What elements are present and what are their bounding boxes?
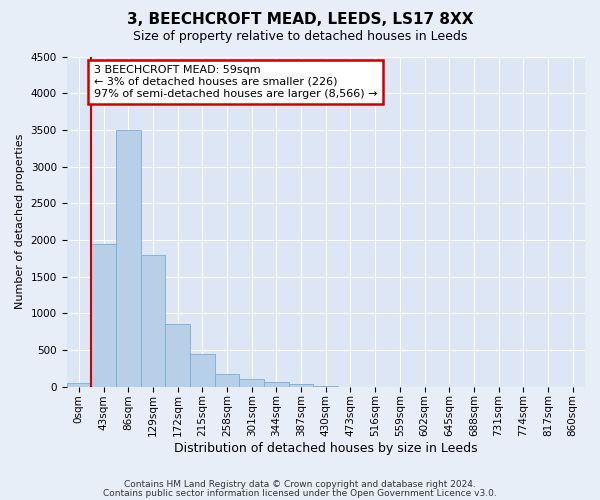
X-axis label: Distribution of detached houses by size in Leeds: Distribution of detached houses by size … — [174, 442, 478, 455]
Text: 3, BEECHCROFT MEAD, LEEDS, LS17 8XX: 3, BEECHCROFT MEAD, LEEDS, LS17 8XX — [127, 12, 473, 28]
Bar — [289, 384, 313, 386]
Text: 3 BEECHCROFT MEAD: 59sqm
← 3% of detached houses are smaller (226)
97% of semi-d: 3 BEECHCROFT MEAD: 59sqm ← 3% of detache… — [94, 66, 377, 98]
Text: Contains public sector information licensed under the Open Government Licence v3: Contains public sector information licen… — [103, 489, 497, 498]
Bar — [91, 244, 116, 386]
Bar — [264, 382, 289, 386]
Y-axis label: Number of detached properties: Number of detached properties — [15, 134, 25, 310]
Bar — [140, 254, 165, 386]
Bar — [116, 130, 140, 386]
Text: Size of property relative to detached houses in Leeds: Size of property relative to detached ho… — [133, 30, 467, 43]
Bar — [239, 380, 264, 386]
Bar — [215, 374, 239, 386]
Bar — [67, 383, 91, 386]
Bar — [165, 324, 190, 386]
Bar — [190, 354, 215, 386]
Text: Contains HM Land Registry data © Crown copyright and database right 2024.: Contains HM Land Registry data © Crown c… — [124, 480, 476, 489]
